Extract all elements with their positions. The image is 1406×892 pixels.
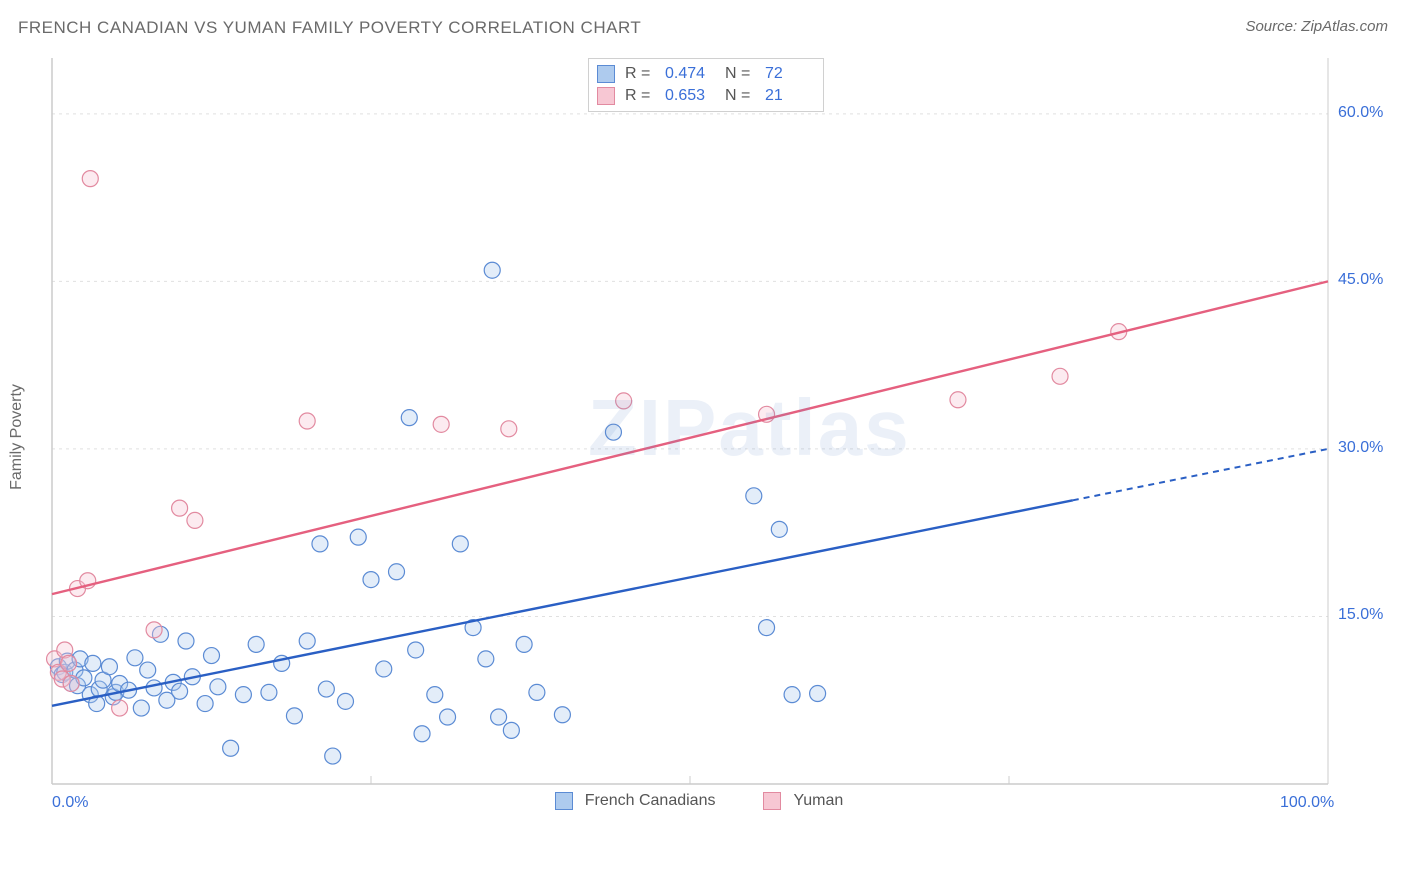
- legend-swatch: [763, 792, 781, 810]
- y-tick-label: 45.0%: [1338, 271, 1383, 289]
- stat-n-value: 72: [765, 65, 815, 83]
- stat-r-label: R =: [625, 65, 655, 83]
- y-tick-label: 30.0%: [1338, 439, 1383, 457]
- series-legend: French Canadians Yuman: [46, 792, 1388, 810]
- legend-series-name: Yuman: [793, 792, 843, 809]
- stat-r-label: R =: [625, 87, 655, 105]
- stat-n-label: N =: [725, 87, 755, 105]
- stat-r-value: 0.474: [665, 65, 715, 83]
- legend-swatch: [555, 792, 573, 810]
- legend-swatch: [597, 87, 615, 105]
- chart-area: ZIPatlas R =0.474N =72R =0.653N =21 15.0…: [46, 52, 1388, 822]
- stat-n-value: 21: [765, 87, 815, 105]
- stat-r-value: 0.653: [665, 87, 715, 105]
- source-credit: Source: ZipAtlas.com: [1245, 18, 1388, 35]
- stats-legend: R = 0.474 N = 72 R = 0.653 N = 21: [588, 58, 824, 112]
- legend-swatch: [597, 65, 615, 83]
- chart-title: FRENCH CANADIAN VS YUMAN FAMILY POVERTY …: [18, 18, 641, 38]
- y-tick-label: 15.0%: [1338, 606, 1383, 624]
- y-axis-label: Family Poverty: [8, 52, 26, 822]
- scatter-plot: [46, 52, 1388, 822]
- stats-legend-row: R = 0.474 N = 72: [597, 63, 815, 85]
- legend-series-name: French Canadians: [585, 792, 716, 809]
- stat-n-label: N =: [725, 65, 755, 83]
- stats-legend-row: R = 0.653 N = 21: [597, 85, 815, 107]
- y-tick-label: 60.0%: [1338, 104, 1383, 122]
